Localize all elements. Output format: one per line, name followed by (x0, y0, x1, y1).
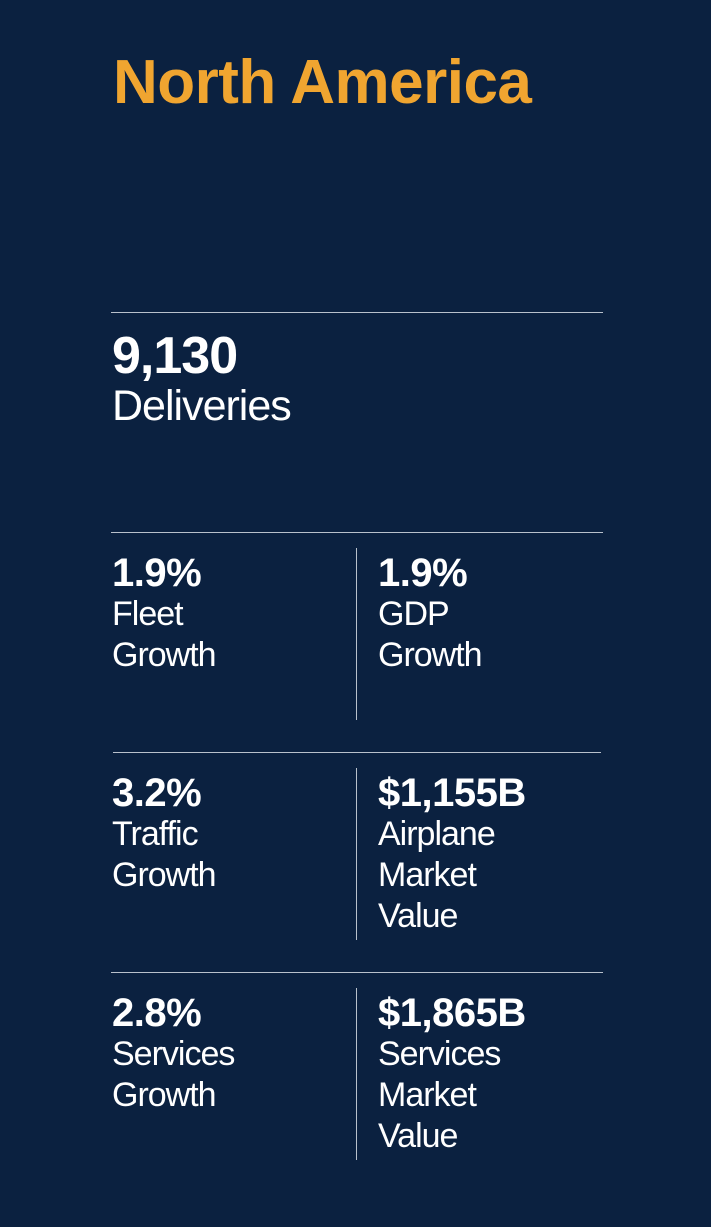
airplane-market-value-value: $1,155B (378, 771, 526, 815)
gdp-growth-label: GDP Growth (378, 595, 483, 674)
deliveries-label: Deliveries (112, 382, 292, 430)
traffic-growth-stat: 3.2% Traffic Growth (112, 771, 217, 896)
gdp-growth-value: 1.9% (378, 551, 468, 595)
column-divider-row-3 (356, 988, 357, 1160)
services-growth-value: 2.8% (112, 991, 202, 1035)
deliveries-stat: 9,130 Deliveries (112, 327, 292, 430)
column-divider-row-2 (356, 768, 357, 940)
page-title: North America (113, 48, 532, 117)
services-market-value-value: $1,865B (378, 991, 526, 1035)
fleet-growth-value: 1.9% (112, 551, 202, 595)
deliveries-value: 9,130 (112, 327, 238, 385)
airplane-market-value-stat: $1,155B Airplane Market Value (378, 773, 526, 937)
airplane-market-value-label: Airplane Market Value (378, 815, 496, 935)
divider-row-2 (113, 752, 601, 753)
divider-row-1 (111, 532, 603, 533)
fleet-growth-stat: 1.9% Fleet Growth (112, 551, 217, 676)
traffic-growth-label: Traffic Growth (112, 815, 217, 894)
services-growth-stat: 2.8% Services Growth (112, 991, 235, 1116)
services-market-value-label: Services Market Value (378, 1035, 501, 1155)
services-growth-label: Services Growth (112, 1035, 235, 1114)
traffic-growth-value: 3.2% (112, 771, 202, 815)
fleet-growth-label: Fleet Growth (112, 595, 217, 674)
divider-row-3 (111, 972, 603, 973)
gdp-growth-stat: 1.9% GDP Growth (378, 551, 483, 676)
services-market-value-stat: $1,865B Services Market Value (378, 993, 526, 1157)
divider-top (111, 312, 603, 313)
column-divider-row-1 (356, 548, 357, 720)
